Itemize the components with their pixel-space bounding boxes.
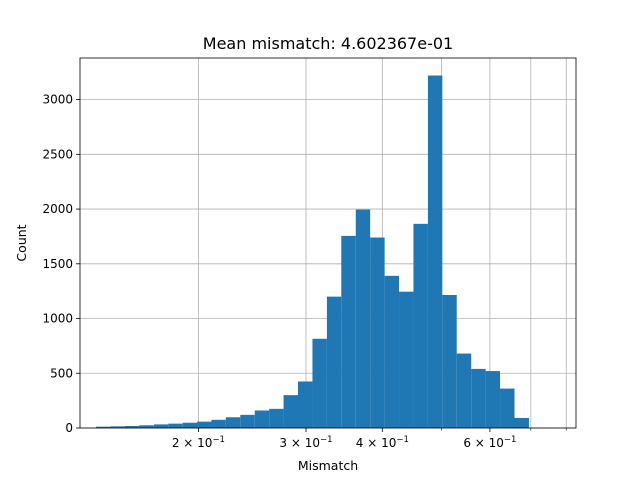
histogram-bar	[413, 223, 428, 428]
y-tick-label: 3000	[42, 93, 73, 107]
y-tick-label: 500	[50, 366, 73, 380]
histogram-bar	[153, 424, 169, 428]
y-tick-label: 1500	[42, 257, 73, 271]
histogram-bar	[168, 423, 183, 428]
y-axis-label: Count	[14, 224, 29, 261]
x-axis-label: Mismatch	[298, 458, 358, 473]
histogram-bar	[500, 388, 515, 428]
bars	[96, 75, 529, 428]
histogram-bar	[298, 381, 313, 428]
histogram-bar	[225, 417, 241, 428]
histogram-bar	[254, 410, 270, 428]
histogram-bar	[110, 426, 125, 428]
histogram-bar	[197, 421, 212, 428]
histogram-bar	[456, 353, 472, 428]
histogram-bar	[485, 371, 501, 428]
x-tick-label: 4 × 10−1	[356, 435, 409, 450]
plot-frame	[79, 57, 577, 429]
chart-title: Mean mismatch: 4.602367e-01	[203, 34, 453, 53]
histogram-bar	[326, 296, 342, 428]
histogram-bar	[96, 426, 111, 428]
histogram-bar	[269, 408, 284, 428]
histogram-bar	[341, 235, 356, 428]
histogram-bar	[471, 368, 486, 428]
x-tick-label: 2 × 10−1	[172, 435, 225, 450]
x-tick-label: 6 × 10−1	[463, 435, 516, 450]
x-tick-label: 3 × 10−1	[279, 435, 332, 450]
histogram-bar	[427, 75, 443, 428]
histogram-bar	[211, 419, 226, 428]
y-tick-label: 1000	[42, 312, 73, 326]
histogram-bar	[514, 417, 529, 428]
histogram-bar	[124, 426, 140, 428]
histogram-bar	[442, 294, 457, 428]
histogram-bar	[355, 209, 371, 428]
y-tick-label: 0	[65, 421, 73, 435]
histogram-bar	[240, 414, 255, 428]
histogram-bar	[139, 425, 154, 428]
histogram-bar	[283, 395, 299, 428]
y-tick-label: 2000	[42, 202, 73, 216]
ticks: 0 500 1000 1500 2000 2500 3000 2 × 10−1 3 × 10−1…	[42, 93, 567, 450]
histogram-bar	[312, 338, 327, 428]
histogram-bar	[384, 275, 400, 428]
histogram-bar	[370, 237, 385, 428]
histogram-bar	[399, 291, 414, 428]
y-tick-label: 2500	[42, 147, 73, 161]
histogram-bar	[182, 422, 198, 428]
